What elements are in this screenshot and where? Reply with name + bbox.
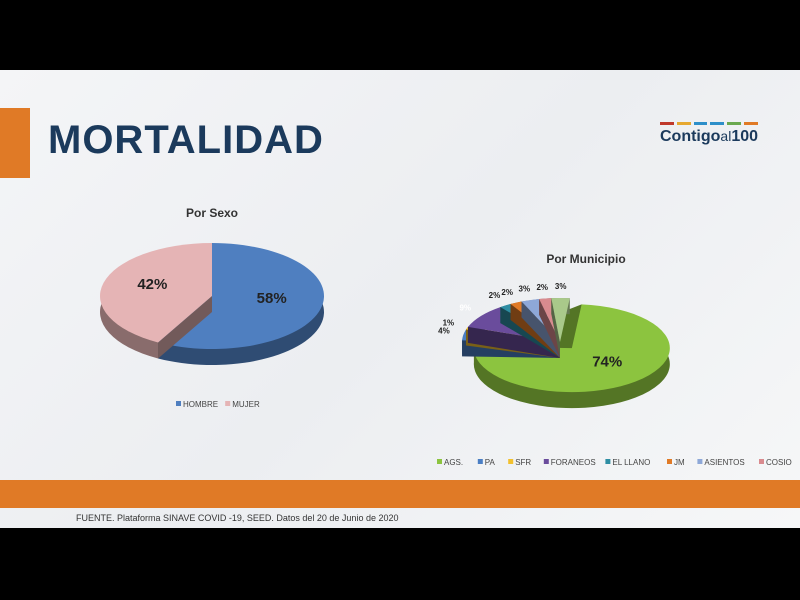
data-label: 3% bbox=[519, 285, 531, 294]
svg-text:AGS.: AGS. bbox=[444, 458, 463, 467]
data-label: 4% bbox=[438, 326, 450, 335]
svg-text:EL LLANO: EL LLANO bbox=[612, 458, 650, 467]
chart-title-municipio: Por Municipio bbox=[546, 252, 625, 266]
svg-text:ASIENTOS: ASIENTOS bbox=[704, 458, 744, 467]
legend-item: HOMBRE bbox=[176, 400, 218, 409]
data-label: 2% bbox=[501, 288, 513, 297]
logo-bar bbox=[693, 122, 708, 125]
logo-bar bbox=[676, 122, 691, 125]
logo-bar bbox=[660, 122, 674, 125]
data-label: 3% bbox=[555, 282, 567, 291]
legend-item: EL LLANO bbox=[605, 458, 650, 467]
accent-bar bbox=[0, 108, 30, 178]
data-label: 58% bbox=[257, 290, 287, 307]
pie-slice-mujer bbox=[100, 243, 212, 359]
data-label: 2% bbox=[536, 283, 548, 292]
logo-bars bbox=[660, 122, 758, 125]
logo-main: Contigo bbox=[659, 128, 721, 145]
logo-bar bbox=[744, 122, 758, 125]
logo-bar bbox=[727, 122, 742, 125]
data-label: 9% bbox=[459, 304, 471, 313]
svg-text:FORANEOS: FORANEOS bbox=[551, 458, 596, 467]
logo: Contigoal100 bbox=[656, 122, 762, 146]
footer-band bbox=[0, 480, 800, 508]
logo-num: 100 bbox=[731, 128, 759, 145]
chart-title-sexo: Por Sexo bbox=[186, 206, 238, 220]
svg-text:PA: PA bbox=[485, 458, 496, 467]
legend-item: SFR bbox=[508, 458, 531, 467]
source-note: FUENTE. Plataforma SINAVE COVID -19, SEE… bbox=[76, 513, 399, 523]
slide: MORTALIDAD Contigoal100 Por Sexo 58% 42% Po… bbox=[0, 70, 800, 528]
legend-item: ASIENTOS bbox=[697, 458, 745, 467]
legend-item: AGS. bbox=[437, 458, 463, 467]
svg-text:COSIO: COSIO bbox=[766, 458, 792, 467]
data-label: 2% bbox=[489, 291, 501, 300]
pie-slice-rr bbox=[551, 298, 570, 358]
data-label: 1% bbox=[443, 318, 455, 327]
svg-text:JM: JM bbox=[674, 458, 685, 467]
svg-text:HOMBRE: HOMBRE bbox=[183, 400, 218, 409]
logo-mid: al bbox=[720, 128, 732, 144]
legend-item: MUJER bbox=[225, 400, 260, 409]
legend-item: JM bbox=[667, 458, 685, 467]
legend-item: PA bbox=[477, 458, 496, 467]
svg-text:SFR: SFR bbox=[515, 458, 531, 467]
data-label: 74% bbox=[592, 353, 622, 370]
svg-text:MUJER: MUJER bbox=[232, 400, 260, 409]
data-label: 42% bbox=[137, 276, 167, 293]
legend-item: COSIO bbox=[759, 458, 792, 467]
logo-bar bbox=[710, 122, 725, 125]
legend-item: FORANEOS bbox=[543, 458, 596, 467]
page-title: MORTALIDAD bbox=[48, 118, 324, 162]
